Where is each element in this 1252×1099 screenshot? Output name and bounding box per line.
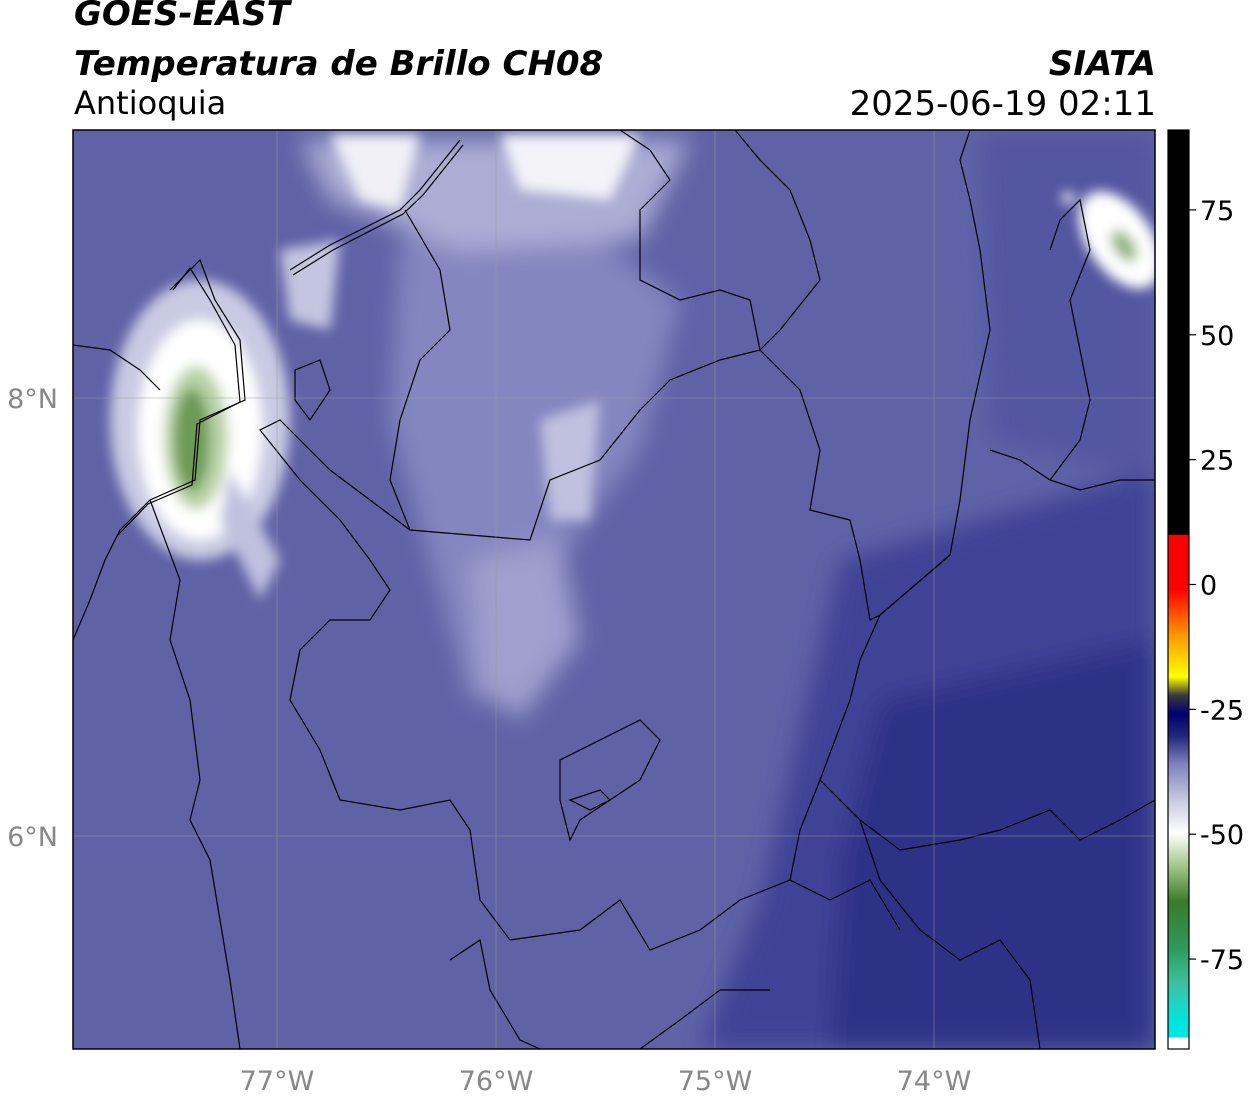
colorbar-tick-label: -75 [1200, 945, 1244, 976]
lat-label-6n: 6°N [7, 822, 58, 853]
latitude-labels: 8°N 6°N [7, 384, 58, 853]
colorbar-tick-label: 0 [1200, 571, 1217, 602]
agency-label: SIATA [1048, 44, 1156, 84]
lon-label-76w: 76°W [459, 1066, 534, 1097]
satellite-title: GOES-EAST [74, 0, 290, 34]
colorbar-tick-label: -25 [1200, 695, 1244, 726]
department-boundaries [259, 130, 1155, 1049]
lon-label-77w: 77°W [240, 1066, 315, 1097]
colorbar-tick-label: 75 [1200, 196, 1234, 227]
colorbar-tick-label: 25 [1200, 446, 1234, 477]
colorbar-tick-label: 50 [1200, 321, 1234, 352]
colorbar-tick-label: -50 [1200, 820, 1244, 851]
lat-label-8n: 8°N [7, 384, 58, 415]
longitude-labels: 77°W 76°W 75°W 74°W [240, 1066, 972, 1097]
colorbar-ticks: 75 50 25 0 -25 -50 -75 [1189, 196, 1244, 976]
coastlines [73, 139, 464, 1049]
graticule [73, 130, 1155, 1049]
timestamp-label: 2025-06-19 02:11 [849, 84, 1156, 124]
lon-label-74w: 74°W [897, 1066, 972, 1097]
map-frame [72, 129, 1156, 1050]
lon-label-75w: 75°W [678, 1066, 753, 1097]
brightness-temperature-field [73, 130, 1155, 1049]
colorbar [1167, 129, 1190, 1050]
region-label: Antioquia [74, 84, 227, 122]
product-title: Temperatura de Brillo CH08 [74, 44, 604, 84]
